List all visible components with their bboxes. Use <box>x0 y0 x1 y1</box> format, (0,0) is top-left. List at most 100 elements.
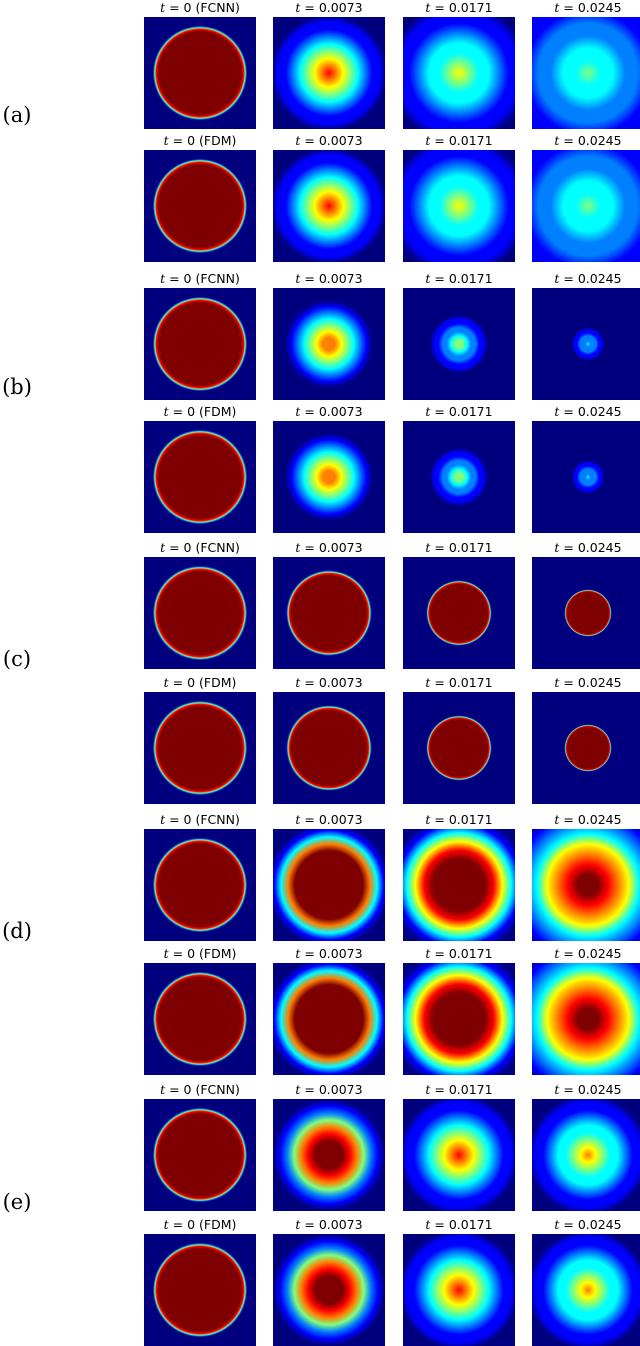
concentration-field <box>532 288 640 400</box>
time-variable: t <box>425 812 431 827</box>
heatmap-panel <box>273 963 385 1075</box>
time-value: = 0.0245 <box>559 404 622 419</box>
time-value: = 0.0073 <box>300 675 363 690</box>
heatmap-panel <box>144 17 256 129</box>
concentration-field <box>403 150 515 262</box>
heatmap-panel <box>144 829 256 941</box>
concentration-field <box>273 1099 385 1211</box>
panel-title: t = 0 (FDM) <box>141 947 259 961</box>
heatmap-panel <box>532 1099 640 1211</box>
time-value: = 0.0245 <box>559 1217 622 1232</box>
time-variable: t <box>295 271 301 286</box>
panel-title: t = 0.0073 <box>270 813 388 827</box>
time-variable: t <box>163 1217 169 1232</box>
heatmap-panel <box>403 17 515 129</box>
time-variable: t <box>295 946 301 961</box>
heatmap-svg <box>144 1234 256 1346</box>
heatmap-svg <box>532 1099 640 1211</box>
heatmap-svg <box>403 1234 515 1346</box>
time-variable: t <box>554 946 560 961</box>
time-variable: t <box>295 0 301 15</box>
time-value: = 0.0073 <box>300 812 363 827</box>
concentration-field <box>273 288 385 400</box>
time-value: = 0 (FCNN) <box>165 812 240 827</box>
time-variable: t <box>163 133 169 148</box>
group-label: (b) <box>2 375 32 399</box>
time-value: = 0.0171 <box>430 133 493 148</box>
panel-title: t = 0.0171 <box>400 947 518 961</box>
heatmap-svg <box>532 963 640 1075</box>
heatmap-panel <box>144 150 256 262</box>
heatmap-svg <box>144 150 256 262</box>
heatmap-panel <box>144 421 256 533</box>
heatmap-panel <box>532 17 640 129</box>
time-variable: t <box>425 133 431 148</box>
concentration-field <box>403 288 515 400</box>
time-variable: t <box>554 271 560 286</box>
heatmap-panel <box>403 150 515 262</box>
panel-title: t = 0 (FDM) <box>141 1218 259 1232</box>
time-value: = 0.0171 <box>430 540 493 555</box>
panel-title: t = 0.0245 <box>529 1083 640 1097</box>
concentration-field <box>144 288 256 400</box>
concentration-field <box>532 963 640 1075</box>
heatmap-panel <box>144 692 256 804</box>
time-variable: t <box>425 946 431 961</box>
time-value: = 0.0245 <box>559 540 622 555</box>
heatmap-svg <box>403 829 515 941</box>
concentration-field <box>273 17 385 129</box>
group-label: (e) <box>2 1190 32 1214</box>
heatmap-panel <box>144 1099 256 1211</box>
panel-title: t = 0 (FCNN) <box>141 272 259 286</box>
heatmap-panel <box>403 1099 515 1211</box>
concentration-field <box>403 1234 515 1346</box>
panel-title: t = 0.0073 <box>270 1083 388 1097</box>
heatmap-svg <box>532 692 640 804</box>
time-value: = 0.0171 <box>430 0 493 15</box>
heatmap-panel <box>532 150 640 262</box>
panel-title: t = 0.0171 <box>400 1083 518 1097</box>
heatmap-svg <box>273 557 385 669</box>
heatmap-svg <box>273 963 385 1075</box>
panel-title: t = 0.0171 <box>400 1 518 15</box>
heatmap-panel <box>403 829 515 941</box>
time-variable: t <box>295 1082 301 1097</box>
heatmap-svg <box>403 288 515 400</box>
time-variable: t <box>160 540 166 555</box>
heatmap-svg <box>144 829 256 941</box>
concentration-field <box>403 1099 515 1211</box>
heatmap-svg <box>532 17 640 129</box>
heatmap-panel <box>532 288 640 400</box>
time-value: = 0.0171 <box>430 675 493 690</box>
group-label: (a) <box>2 103 32 127</box>
group-label: (d) <box>2 919 32 943</box>
heatmap-panel <box>273 288 385 400</box>
time-value: = 0.0073 <box>300 1217 363 1232</box>
time-value: = 0 (FCNN) <box>165 271 240 286</box>
concentration-field <box>403 17 515 129</box>
time-variable: t <box>554 0 560 15</box>
heatmap-svg <box>532 829 640 941</box>
time-variable: t <box>554 812 560 827</box>
panel-title: t = 0 (FCNN) <box>141 813 259 827</box>
heatmap-panel <box>403 1234 515 1346</box>
panel-title: t = 0.0245 <box>529 541 640 555</box>
time-variable: t <box>163 675 169 690</box>
heatmap-svg <box>532 1234 640 1346</box>
time-value: = 0 (FDM) <box>168 133 237 148</box>
concentration-field <box>532 829 640 941</box>
time-value: = 0.0245 <box>559 812 622 827</box>
panel-title: t = 0.0073 <box>270 1 388 15</box>
concentration-field <box>273 963 385 1075</box>
heatmap-panel <box>273 557 385 669</box>
time-value: = 0 (FCNN) <box>165 0 240 15</box>
time-value: = 0.0073 <box>300 540 363 555</box>
time-variable: t <box>425 1082 431 1097</box>
heatmap-svg <box>273 1099 385 1211</box>
heatmap-svg <box>403 1099 515 1211</box>
concentration-field <box>532 150 640 262</box>
heatmap-panel <box>273 421 385 533</box>
heatmap-panel <box>273 1099 385 1211</box>
concentration-field <box>273 150 385 262</box>
